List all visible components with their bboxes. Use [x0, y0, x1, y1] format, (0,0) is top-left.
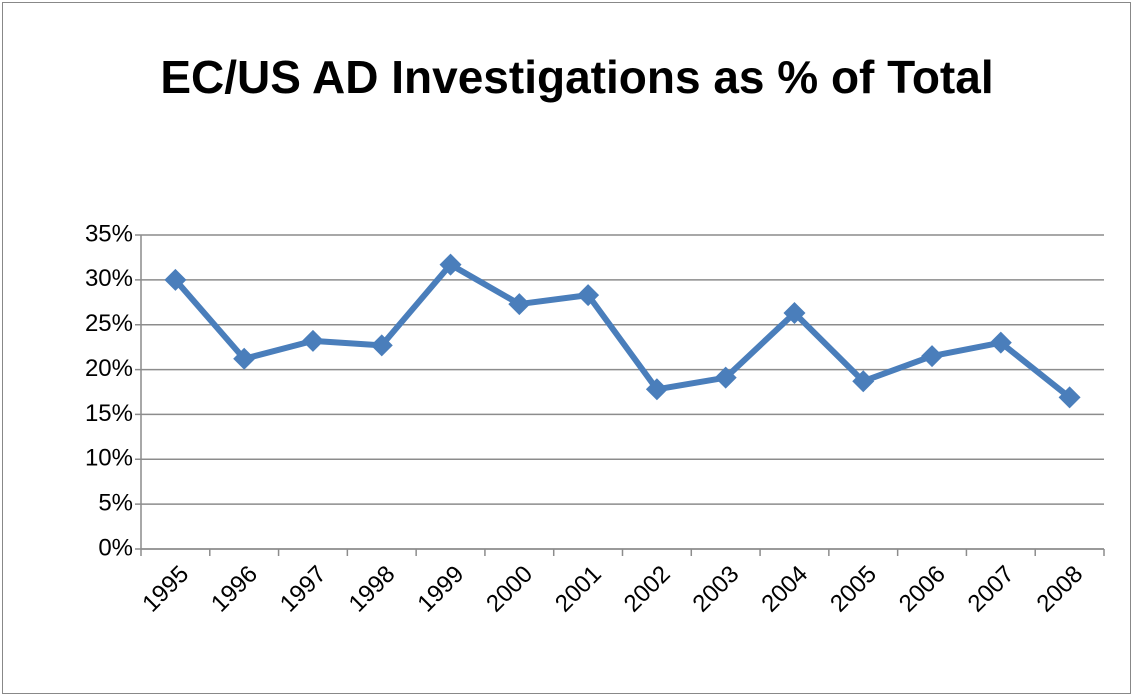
chart-title: EC/US AD Investigations as % of Total: [160, 51, 994, 103]
x-tick-label: 2000: [481, 561, 538, 618]
x-tick-label: 1996: [206, 561, 263, 618]
x-tick-label: 2004: [756, 561, 813, 618]
x-tick-label: 1999: [412, 561, 469, 618]
y-tick-label: 35%: [85, 220, 133, 247]
y-tick-label: 25%: [85, 310, 133, 337]
y-tick-label: 30%: [85, 265, 133, 292]
x-tick-label: 2006: [894, 561, 951, 618]
x-tick-label: 1995: [137, 561, 194, 618]
marker: [577, 284, 600, 307]
x-tick-label: 2001: [550, 561, 607, 618]
marker: [370, 334, 393, 357]
x-tick-label: 1997: [275, 561, 332, 618]
x-tick-label: 2003: [688, 561, 745, 618]
marker: [783, 302, 806, 325]
marker: [439, 253, 462, 276]
x-tick-label: 1998: [344, 561, 401, 618]
marker: [921, 345, 944, 368]
marker: [645, 378, 668, 401]
marker: [508, 293, 531, 316]
marker: [233, 347, 256, 370]
marker: [714, 366, 737, 389]
marker: [852, 370, 875, 393]
marker: [301, 329, 324, 352]
marker: [1058, 386, 1081, 409]
line-series: [173, 261, 1072, 400]
x-tick-label: 2002: [619, 561, 676, 618]
marker: [989, 331, 1012, 354]
x-tick-label: 2005: [825, 561, 882, 618]
x-tick-label: 2008: [1031, 561, 1088, 618]
y-tick-label: 5%: [98, 489, 133, 516]
marker: [164, 268, 187, 291]
y-tick-label: 15%: [85, 400, 133, 427]
y-tick-label: 10%: [85, 445, 133, 472]
y-tick-label: 20%: [85, 355, 133, 382]
y-tick-label: 0%: [98, 534, 133, 561]
x-tick-label: 2007: [963, 561, 1020, 618]
